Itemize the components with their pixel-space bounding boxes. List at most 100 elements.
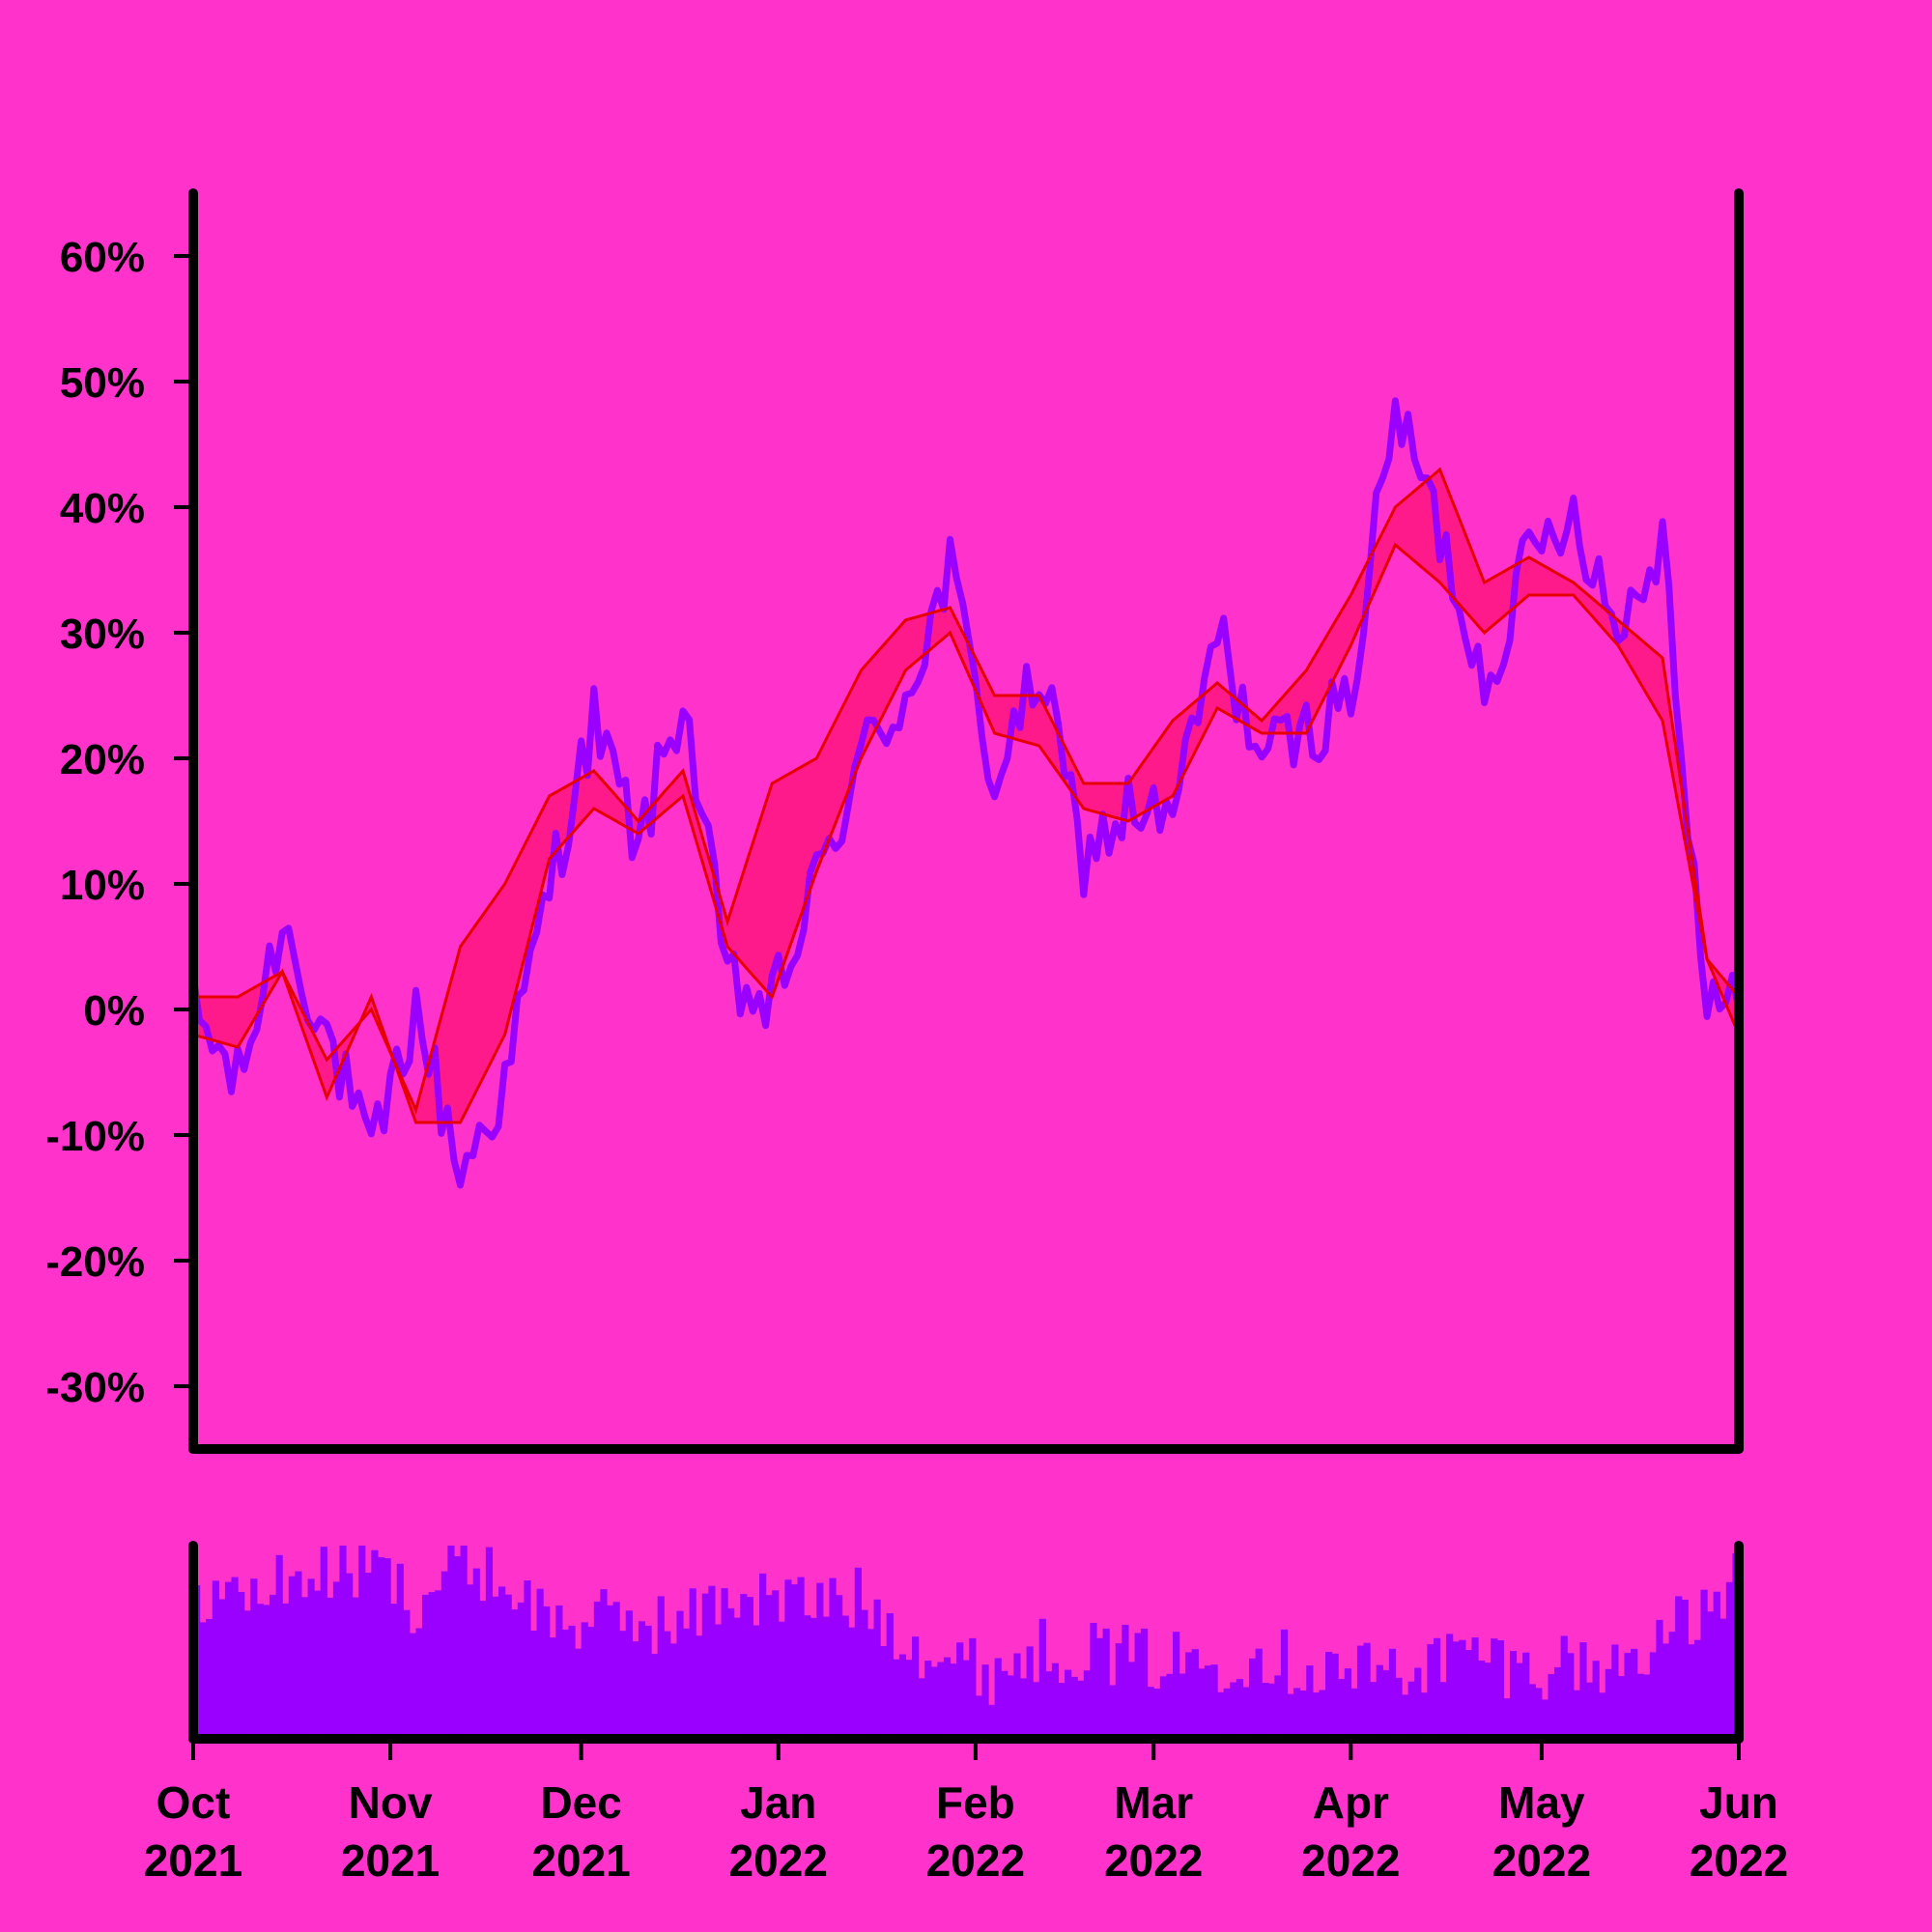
y-tick-label: 40% xyxy=(60,485,145,532)
volume-bar xyxy=(524,1580,531,1739)
volume-bar xyxy=(1013,1653,1021,1739)
volume-bar xyxy=(593,1601,601,1739)
volume-bar xyxy=(1414,1667,1422,1739)
volume-bar xyxy=(371,1549,379,1739)
y-tick-label: -30% xyxy=(45,1364,145,1411)
volume-bar xyxy=(447,1546,455,1739)
volume-bar xyxy=(549,1637,556,1739)
volume-bar xyxy=(472,1568,480,1739)
volume-bar xyxy=(1127,1662,1136,1739)
volume-bar xyxy=(1605,1668,1612,1739)
x-tick-label-month: Nov xyxy=(349,1777,433,1828)
volume-bar xyxy=(1496,1640,1504,1739)
volume-bar xyxy=(1217,1691,1225,1739)
volume-bar xyxy=(943,1657,952,1739)
volume-bar xyxy=(1617,1676,1626,1739)
volume-bar xyxy=(440,1571,448,1739)
volume-bar xyxy=(1516,1662,1523,1739)
volume-bar xyxy=(1643,1674,1651,1739)
volume-bar xyxy=(346,1573,354,1739)
volume-bar xyxy=(836,1595,843,1739)
volume-bar xyxy=(1471,1637,1479,1739)
volume-bar xyxy=(1038,1618,1046,1739)
volume-bar xyxy=(1433,1637,1441,1739)
volume-bar xyxy=(1395,1677,1403,1739)
x-tick-label-year: 2022 xyxy=(1690,1835,1788,1886)
volume-bar xyxy=(721,1588,728,1739)
volume-bar xyxy=(504,1594,512,1739)
volume-bar xyxy=(1095,1637,1104,1739)
volume-bar xyxy=(873,1599,881,1739)
band-lower-line xyxy=(192,542,1741,1124)
volume-bar xyxy=(581,1622,588,1739)
volume-bar xyxy=(898,1654,907,1739)
volume-bar xyxy=(988,1704,996,1739)
volume-bar xyxy=(1624,1653,1632,1739)
volume-bar xyxy=(727,1607,735,1739)
volume-bar xyxy=(307,1578,315,1739)
volume-bar xyxy=(587,1627,595,1739)
volume-bar xyxy=(1242,1687,1250,1739)
volume-bar xyxy=(320,1547,327,1739)
volume-bar xyxy=(396,1563,404,1739)
x-tick-label-month: Apr xyxy=(1313,1777,1389,1828)
volume-bar xyxy=(765,1595,773,1739)
x-axis: Oct 2021 Nov 2021 Dec 2021 Jan 2022 Feb 2022 Mar 20… xyxy=(144,1739,1788,1886)
volume-bar xyxy=(861,1609,868,1739)
band-fill xyxy=(193,469,1739,1122)
volume-bar xyxy=(1541,1699,1549,1739)
volume-bar xyxy=(759,1573,767,1739)
volume-bar xyxy=(1033,1682,1040,1739)
volume-bar xyxy=(1567,1653,1575,1739)
y-tick-label: 30% xyxy=(60,611,145,658)
x-tick-label-year: 2022 xyxy=(926,1835,1025,1886)
volume-bar xyxy=(778,1621,785,1739)
volume-bar xyxy=(612,1602,620,1739)
volume-bar xyxy=(1267,1683,1275,1739)
volume-panel xyxy=(188,1541,1744,1744)
volume-bar xyxy=(733,1617,741,1739)
volume-bar xyxy=(575,1648,582,1739)
volume-bar xyxy=(1592,1661,1600,1739)
x-tick-label-month: Feb xyxy=(936,1777,1015,1828)
volume-bar xyxy=(467,1584,474,1739)
volume-bar xyxy=(561,1629,570,1739)
volume-bar xyxy=(1134,1633,1142,1739)
volume-bar xyxy=(1579,1642,1587,1739)
volume-bar xyxy=(829,1577,837,1739)
volume-bar xyxy=(1293,1688,1301,1739)
volume-bar xyxy=(199,1622,207,1739)
volume-bar xyxy=(1262,1683,1269,1739)
x-tick-label-month: Jun xyxy=(1699,1777,1778,1828)
volume-bar xyxy=(683,1628,691,1739)
volume-bar xyxy=(1153,1689,1161,1739)
volume-bar xyxy=(962,1660,970,1739)
volume-bar xyxy=(632,1641,639,1739)
volume-bar xyxy=(669,1643,678,1739)
volume-bar xyxy=(950,1663,957,1739)
volume-bar xyxy=(841,1615,849,1739)
volume-bar xyxy=(1452,1641,1460,1739)
volume-bar xyxy=(1299,1690,1307,1739)
volume-bar xyxy=(981,1664,989,1739)
volume-bar xyxy=(867,1629,875,1739)
volume-bar xyxy=(1585,1682,1594,1739)
volume-bar xyxy=(1115,1643,1122,1739)
volume-bar xyxy=(1662,1643,1670,1739)
volume-bar xyxy=(1191,1649,1199,1739)
volume-bar xyxy=(905,1660,913,1739)
volume-bar xyxy=(460,1546,468,1739)
volume-bar xyxy=(263,1605,270,1739)
volume-bar xyxy=(1656,1619,1663,1739)
volume-bar xyxy=(1312,1692,1321,1739)
volume-bar xyxy=(956,1642,964,1739)
volume-bar xyxy=(250,1578,258,1739)
volume-bar xyxy=(206,1618,213,1739)
volume-bar xyxy=(969,1637,977,1739)
volume-bar xyxy=(1280,1629,1289,1739)
volume-bar xyxy=(1338,1679,1346,1739)
volume-bar xyxy=(314,1590,322,1739)
volume-bar xyxy=(1230,1682,1237,1739)
volume-bar xyxy=(638,1621,646,1739)
